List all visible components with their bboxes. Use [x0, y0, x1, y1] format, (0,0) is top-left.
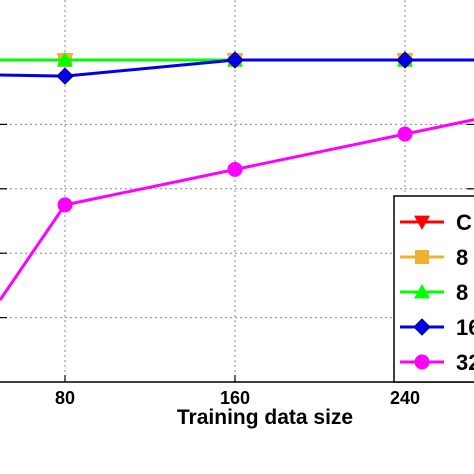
x-tick-labels: 80 160 240: [55, 388, 420, 408]
series-layer: [0, 51, 474, 301]
legend-label: 32: [456, 350, 474, 375]
legend-label: 16: [456, 315, 474, 340]
legend-marker: [414, 215, 430, 230]
data-point: [57, 52, 73, 67]
legend: C 8 8 16 32: [393, 195, 474, 383]
x-tick-label: 80: [55, 388, 75, 408]
data-point: [396, 51, 414, 69]
legend-box: [393, 195, 474, 383]
legend-marker: [414, 354, 430, 370]
legend-marker: [415, 250, 429, 264]
data-point: [227, 161, 243, 177]
legend-marker: [414, 284, 430, 299]
legend-marker: [413, 318, 431, 336]
data-point: [57, 197, 73, 213]
data-point: [397, 126, 413, 142]
legend-label: 8: [456, 245, 468, 270]
series-3: [0, 51, 474, 85]
data-point: [56, 67, 74, 85]
legend-label: 8: [456, 280, 468, 305]
x-tick-label: 160: [220, 388, 250, 408]
series-4: [0, 118, 474, 301]
data-point: [226, 51, 244, 69]
x-tick-label: 240: [390, 388, 420, 408]
legend-label: C: [456, 210, 472, 235]
x-axis-label: Training data size: [177, 406, 353, 429]
